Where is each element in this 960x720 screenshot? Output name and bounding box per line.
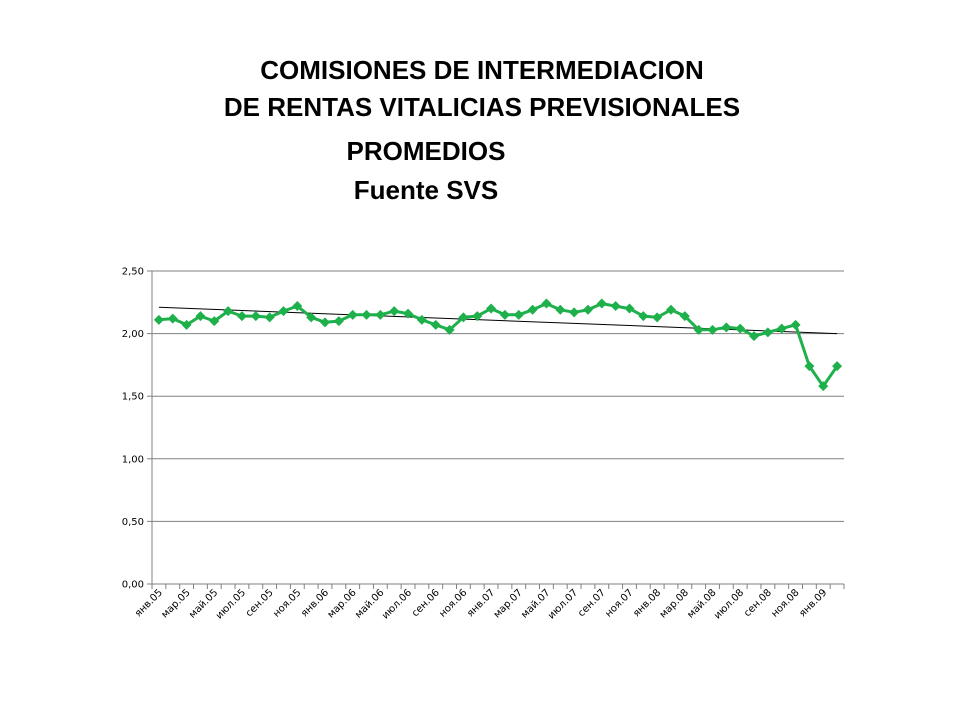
- chart-subtitle: Fuente SVS: [353, 175, 499, 205]
- x-tick-label: сен.06: [410, 587, 442, 619]
- data-point: [596, 298, 607, 309]
- data-point: [527, 304, 538, 315]
- data-point: [486, 303, 497, 314]
- chart-title-line1: COMISIONES DE INTERMEDIACION: [260, 55, 704, 85]
- x-tick-label: ноя.08: [769, 587, 801, 619]
- x-tick-label: мар.08: [658, 587, 691, 620]
- data-point: [416, 314, 427, 325]
- data-point: [292, 301, 303, 312]
- data-point: [444, 324, 455, 335]
- data-point: [582, 304, 593, 315]
- data-point: [541, 298, 552, 309]
- x-tick-label: сен.07: [576, 587, 608, 619]
- chart-title-line3: PROMEDIOS: [346, 136, 506, 166]
- data-point: [458, 312, 469, 323]
- data-point: [181, 319, 192, 330]
- x-tick-label: июл.06: [380, 587, 414, 621]
- y-tick-label: 1,00: [122, 454, 144, 465]
- data-point: [209, 316, 220, 327]
- chart-title-line2: DE RENTAS VITALICIAS PREVISIONALES: [223, 92, 741, 122]
- y-tick-label: 0,50: [122, 517, 144, 528]
- data-point: [555, 304, 566, 315]
- y-tick-label: 1,50: [122, 392, 144, 403]
- x-tick-label: ноя.05: [271, 587, 303, 619]
- data-point: [610, 301, 621, 312]
- data-point: [306, 312, 317, 323]
- data-point: [513, 309, 524, 320]
- x-tick-label: ноя.06: [437, 587, 469, 619]
- x-tick-label: сен.08: [742, 587, 774, 619]
- x-tick-label: июл.07: [546, 587, 580, 621]
- data-point: [320, 317, 330, 328]
- x-tick-label: ноя.07: [603, 587, 635, 619]
- data-point: [624, 303, 635, 314]
- series-group: [153, 298, 843, 392]
- data-point: [790, 319, 801, 330]
- y-tick-label: 2,00: [122, 329, 144, 340]
- data-point: [638, 311, 649, 322]
- data-point: [389, 306, 400, 317]
- data-point: [333, 316, 344, 327]
- data-point: [693, 324, 704, 335]
- data-point: [721, 322, 732, 333]
- data-point: [679, 311, 690, 322]
- data-point: [430, 319, 441, 330]
- data-point: [569, 307, 580, 318]
- data-point: [472, 311, 483, 322]
- data-point: [278, 306, 289, 317]
- x-tick-label: мар.06: [326, 587, 359, 620]
- data-point: [250, 311, 261, 322]
- x-tick-label: мар.05: [160, 587, 193, 620]
- data-point: [652, 312, 663, 323]
- y-tick-label: 2,50: [122, 267, 144, 278]
- data-point: [403, 308, 414, 319]
- data-point: [762, 327, 773, 338]
- data-point: [499, 309, 510, 320]
- data-point: [832, 361, 843, 372]
- x-tick-label: июл.05: [214, 587, 248, 621]
- x-axis-ticks: янв.05мар.05май.05июл.05сен.05ноя.05янв.…: [133, 584, 845, 621]
- x-tick-label: июл.08: [712, 587, 746, 621]
- data-point: [735, 323, 746, 334]
- data-point: [707, 324, 718, 335]
- y-tick-label: 0,00: [122, 580, 144, 591]
- data-point: [361, 309, 372, 320]
- data-point: [347, 309, 358, 320]
- data-point: [223, 306, 234, 317]
- data-point: [167, 313, 178, 324]
- data-point: [264, 312, 275, 323]
- data-point: [666, 304, 676, 315]
- data-point: [804, 361, 815, 372]
- data-point: [749, 331, 760, 342]
- data-point: [153, 314, 164, 325]
- y-axis-ticks: 0,00 0,50 1,00 1,50 2,00 2,50: [122, 267, 152, 591]
- data-point: [818, 381, 829, 392]
- gridlines: [152, 270, 844, 522]
- x-tick-label: мар.07: [492, 587, 525, 620]
- data-point: [776, 323, 787, 334]
- data-point: [375, 309, 386, 320]
- x-tick-label: сен.05: [244, 587, 276, 619]
- data-point: [195, 311, 206, 322]
- data-point: [236, 311, 247, 322]
- x-tick-label: янв.09: [797, 587, 829, 619]
